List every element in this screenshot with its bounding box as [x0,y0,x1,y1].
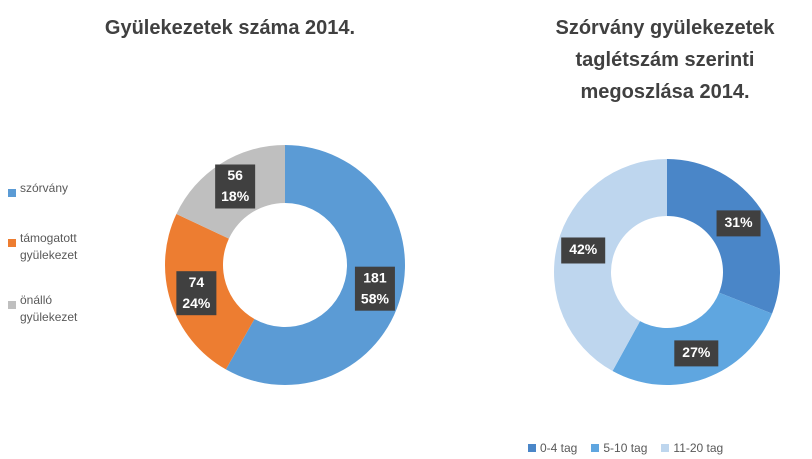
legend-swatch [528,444,536,452]
legend-label: szórvány [20,181,69,195]
legend-label: 0-4 tag [540,441,578,455]
legend-label: 5-10 tag [603,441,648,455]
legend-item: önálló gyülekezet [8,293,98,326]
data-label: 27% [682,344,711,360]
donut-slice [554,159,667,372]
label-box [176,271,217,316]
data-label: 31% [725,214,754,230]
data-label: 42% [569,241,598,257]
label-box [354,266,395,311]
legend-swatch [661,444,670,452]
label-box [215,164,256,209]
legend-label: támogatott gyülekezet [20,231,78,262]
label-box [561,237,606,264]
legend-swatch [8,189,16,197]
legend-item: 0-4 tag [528,440,577,457]
legend: szórvány támogatott gyülekezet önálló gyül… [8,181,98,359]
data-label: 181 [363,269,387,285]
data-label: 24% [182,295,211,311]
legend-swatch [8,301,16,309]
data-label: 58% [361,290,390,306]
data-label: 56 [227,167,243,183]
legend-item: szórvány [8,181,98,202]
donut-slice [612,292,773,385]
data-label: 74 [189,274,205,290]
legend-swatch [8,239,16,247]
legend: 0-4 tag 5-10 tag 11-20 tag [528,440,812,457]
label-box [674,340,719,367]
legend-label: önálló gyülekezet [20,293,78,324]
chart-title: Szórvány gyülekezetek taglétszám szerint… [555,17,775,103]
label-box [716,210,761,237]
legend-swatch [591,444,600,452]
legend-item: 11-20 tag [661,440,723,457]
donut-slice [225,145,405,385]
chart-title: Gyülekezetek száma 2014. [104,17,356,39]
data-label: 18% [221,188,250,204]
legend-item: támogatott gyülekezet [8,231,98,264]
legend-label: 11-20 tag [673,441,724,455]
legend-item: 5-10 tag [591,440,647,457]
